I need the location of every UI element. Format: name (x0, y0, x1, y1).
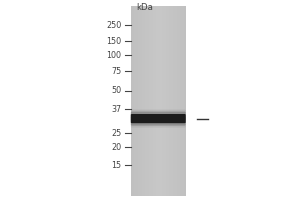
Bar (182, 6, 184, 196)
Bar (145, 6, 147, 196)
Bar (153, 6, 154, 196)
Bar (164, 6, 166, 196)
Text: 15: 15 (111, 160, 122, 170)
Bar (181, 6, 182, 196)
Bar (130, 6, 186, 196)
Bar (171, 6, 173, 196)
Bar (143, 6, 145, 196)
Bar (130, 6, 132, 196)
Text: 20: 20 (111, 142, 122, 152)
Bar (166, 6, 167, 196)
Bar (177, 6, 178, 196)
Bar (162, 6, 164, 196)
Bar (136, 6, 138, 196)
Bar (142, 6, 143, 196)
Text: kDa: kDa (136, 3, 153, 12)
Text: 37: 37 (111, 104, 122, 114)
Bar (175, 6, 177, 196)
Bar (158, 6, 160, 196)
Text: 50: 50 (111, 86, 122, 95)
FancyBboxPatch shape (131, 112, 186, 121)
Text: 150: 150 (106, 36, 122, 46)
Text: 250: 250 (106, 21, 122, 29)
FancyBboxPatch shape (131, 110, 186, 119)
Text: 100: 100 (106, 50, 122, 60)
Bar (167, 6, 169, 196)
Bar (173, 6, 175, 196)
Bar (156, 6, 158, 196)
Bar (184, 6, 186, 196)
Bar (138, 6, 140, 196)
Bar (160, 6, 162, 196)
Bar (178, 6, 181, 196)
FancyBboxPatch shape (131, 114, 186, 123)
Text: 25: 25 (111, 129, 122, 138)
Bar (132, 6, 134, 196)
FancyBboxPatch shape (131, 118, 186, 128)
Bar (149, 6, 151, 196)
Bar (169, 6, 171, 196)
Bar (140, 6, 142, 196)
Bar (151, 6, 153, 196)
Bar (154, 6, 156, 196)
FancyBboxPatch shape (131, 116, 186, 126)
Bar (147, 6, 149, 196)
Bar (134, 6, 136, 196)
Text: 75: 75 (111, 66, 122, 75)
